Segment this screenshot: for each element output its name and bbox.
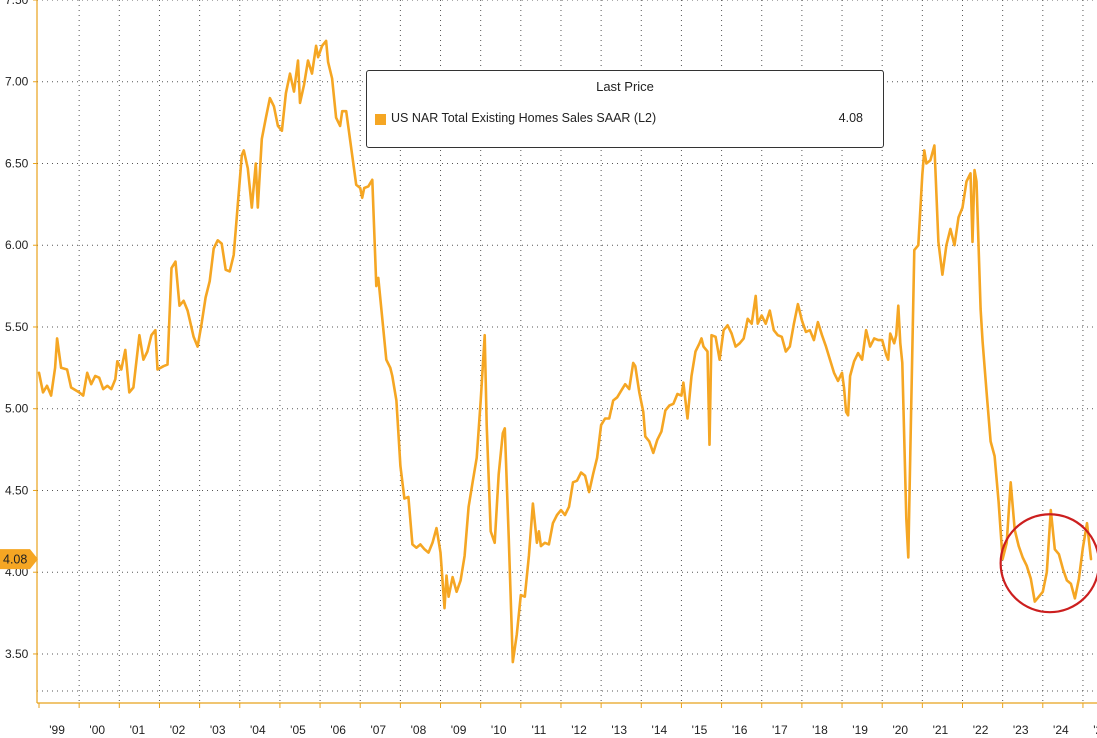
x-tick-label: '10 xyxy=(491,723,507,737)
last-value-marker: 4.08 xyxy=(0,549,38,570)
series-line xyxy=(37,39,1093,664)
last-value-tag xyxy=(0,549,38,570)
x-tick-label: '15 xyxy=(692,723,708,737)
x-tick-label: '11 xyxy=(532,723,547,737)
x-tick-label: '18 xyxy=(812,723,828,737)
x-tick-label: '03 xyxy=(210,723,226,737)
x-tick-label: '08 xyxy=(411,723,427,737)
x-tick-label: '20 xyxy=(892,723,908,737)
legend: Last Price US NAR Total Existing Homes S… xyxy=(366,70,884,148)
x-tick-label: '17 xyxy=(772,723,788,737)
y-tick-label: 4.50 xyxy=(5,483,29,497)
y-tick-label: 7.00 xyxy=(5,75,29,89)
y-tick-labels: 3.504.004.505.005.506.006.507.007.50 xyxy=(5,0,29,661)
legend-item: US NAR Total Existing Homes Sales SAAR (… xyxy=(375,111,863,129)
x-tick-label: '00 xyxy=(89,723,105,737)
series-layer xyxy=(37,39,1093,664)
x-tick-label: '23 xyxy=(1013,723,1029,737)
legend-series-value: 4.08 xyxy=(838,111,863,125)
y-tick-label: 5.00 xyxy=(5,402,29,416)
x-tick-label: '99 xyxy=(49,723,65,737)
legend-header: Last Price xyxy=(596,79,654,94)
y-tick-label: 7.50 xyxy=(5,0,29,7)
x-tick-label: '24 xyxy=(1053,723,1069,737)
x-tick-label: '22 xyxy=(973,723,989,737)
x-tick-label: '05 xyxy=(290,723,306,737)
y-tick-label: 6.50 xyxy=(5,156,29,170)
highlight-layer xyxy=(999,513,1097,614)
x-tick-label: '25 xyxy=(1093,723,1097,737)
x-tick-labels: '99 '00 '01 '02 '03 '04 '05 '06 '07 '08 '09 '10 '11 '… xyxy=(49,723,1097,737)
x-tick-label: '04 xyxy=(250,723,266,737)
legend-swatch xyxy=(375,114,386,125)
x-tick-label: '06 xyxy=(330,723,346,737)
x-tick-label: '19 xyxy=(852,723,868,737)
highlight-circle xyxy=(999,513,1097,614)
x-tick-label: '13 xyxy=(611,723,627,737)
x-tick-label: '09 xyxy=(451,723,467,737)
x-tick-label: '02 xyxy=(170,723,186,737)
x-tick-label: '21 xyxy=(933,723,949,737)
legend-series-label: US NAR Total Existing Homes Sales SAAR (… xyxy=(391,111,657,125)
x-tick-label: '12 xyxy=(571,723,587,737)
y-tick-label: 5.50 xyxy=(5,320,29,334)
y-tick-label: 3.50 xyxy=(5,647,29,661)
last-value-label: 4.08 xyxy=(3,553,27,567)
axes xyxy=(33,0,1097,708)
x-tick-label: '01 xyxy=(130,723,146,737)
x-tick-label: '07 xyxy=(370,723,386,737)
y-tick-label: 6.00 xyxy=(5,238,29,252)
x-tick-label: '14 xyxy=(652,723,668,737)
x-tick-label: '16 xyxy=(732,723,748,737)
